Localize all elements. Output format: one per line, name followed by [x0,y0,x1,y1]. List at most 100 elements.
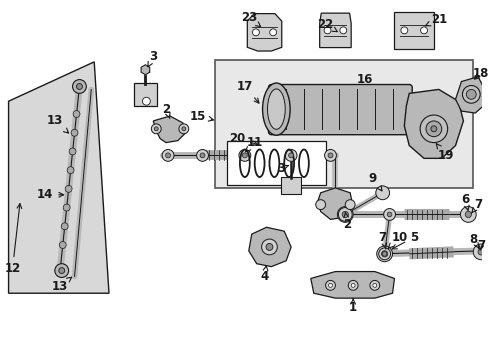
Circle shape [382,252,386,256]
Circle shape [59,267,64,274]
Circle shape [239,149,250,161]
Circle shape [466,89,475,99]
Circle shape [338,208,351,221]
Circle shape [179,124,188,134]
Circle shape [142,97,150,105]
Circle shape [430,126,436,132]
Circle shape [324,27,330,34]
Circle shape [65,185,72,192]
Text: 2: 2 [162,103,170,118]
Text: 19: 19 [435,144,453,162]
Text: 20: 20 [228,132,257,145]
Text: 21: 21 [425,13,446,26]
Circle shape [315,200,325,210]
Circle shape [324,149,336,161]
Text: 4: 4 [260,266,268,283]
Circle shape [67,167,74,174]
Text: 7: 7 [476,239,484,252]
FancyBboxPatch shape [281,177,300,194]
Circle shape [345,200,354,210]
Text: 18: 18 [472,67,488,80]
Text: 7: 7 [470,198,481,213]
Polygon shape [404,89,463,158]
Circle shape [477,249,483,255]
Circle shape [420,27,427,34]
Circle shape [162,149,174,161]
Circle shape [151,124,161,134]
Text: 6: 6 [460,193,468,210]
FancyBboxPatch shape [133,82,157,106]
Text: 2: 2 [343,212,350,231]
Text: 5: 5 [391,231,417,249]
Circle shape [400,27,407,34]
Text: 8: 8 [468,233,478,248]
Bar [215,60,472,188]
Text: 17: 17 [236,80,259,103]
Polygon shape [247,14,281,51]
Circle shape [72,80,86,93]
Ellipse shape [262,83,289,135]
Text: 22: 22 [317,18,337,32]
Circle shape [376,246,392,262]
FancyBboxPatch shape [268,85,411,135]
Circle shape [71,129,78,136]
Circle shape [285,149,296,161]
Text: 3: 3 [148,50,157,67]
Circle shape [55,264,68,278]
Text: 14: 14 [37,188,63,201]
Circle shape [252,29,259,36]
Circle shape [347,280,357,290]
Circle shape [196,149,208,161]
Text: 10: 10 [387,231,407,248]
Polygon shape [455,77,482,113]
Circle shape [265,243,272,251]
Text: 13: 13 [52,277,71,293]
Circle shape [154,127,158,131]
Circle shape [261,239,277,255]
Text: 11: 11 [245,136,262,152]
Text: 23: 23 [240,11,260,27]
Text: 1: 1 [348,299,356,315]
Circle shape [350,283,354,287]
Circle shape [269,29,276,36]
Circle shape [325,280,335,290]
Circle shape [339,27,346,34]
Polygon shape [141,65,149,75]
Circle shape [73,111,80,117]
Circle shape [59,242,66,248]
Text: 15: 15 [189,109,213,122]
Text: 13: 13 [47,114,68,133]
Polygon shape [248,227,290,267]
Text: 3: 3 [277,162,288,175]
Circle shape [381,251,387,257]
Text: 12: 12 [4,204,21,275]
Circle shape [464,211,470,217]
Circle shape [378,248,390,260]
Circle shape [372,283,376,287]
Polygon shape [317,188,352,219]
Circle shape [472,244,488,260]
Polygon shape [9,62,109,293]
Circle shape [200,153,204,158]
Circle shape [419,115,447,143]
Circle shape [76,84,82,89]
Circle shape [462,85,479,103]
Circle shape [425,121,441,137]
Text: 9: 9 [368,171,381,191]
Circle shape [61,223,68,230]
Polygon shape [310,271,394,298]
Circle shape [288,153,293,158]
Circle shape [165,153,170,158]
Circle shape [242,153,247,158]
Circle shape [383,208,395,220]
Circle shape [182,127,185,131]
Circle shape [342,211,348,217]
Polygon shape [394,12,433,49]
Bar [226,141,325,185]
Circle shape [327,153,332,158]
Circle shape [69,148,76,155]
Text: 16: 16 [356,73,372,86]
Circle shape [369,280,379,290]
Ellipse shape [267,89,285,129]
Circle shape [63,204,70,211]
